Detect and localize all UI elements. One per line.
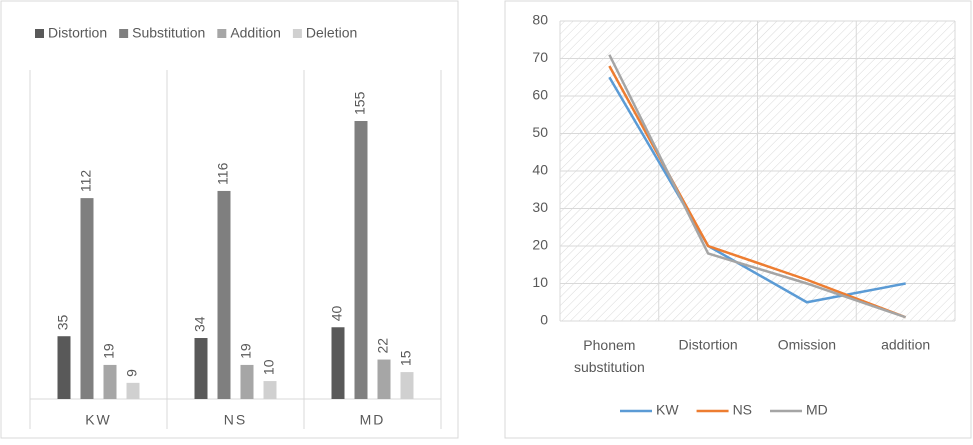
data-label: 9 [124,369,140,377]
data-label: 34 [192,316,208,332]
y-tick-label: 60 [532,87,548,103]
y-tick-label: 10 [532,274,548,290]
legend-label: Addition [230,25,281,41]
bar [377,359,391,399]
y-tick-label: 70 [532,49,548,65]
legend-label: MD [806,402,828,418]
bar [57,336,71,399]
bar [194,338,208,399]
data-label: 112 [78,170,94,193]
y-tick-label: 0 [540,312,548,328]
bar [126,382,140,399]
legend-swatch [119,29,129,38]
bar [263,381,277,399]
data-label: 40 [329,305,345,321]
line-series [608,54,907,319]
data-label: 155 [352,91,368,115]
x-tick-label: KW [85,412,112,428]
legend-label: KW [656,402,679,418]
bar [400,372,414,399]
bar [217,190,231,399]
x-tick-label: NS [224,412,247,428]
y-tick-label: 30 [532,199,548,215]
x-tick-label: Omission [778,337,836,353]
data-label: 19 [101,343,117,359]
y-tick-label: 50 [532,124,548,140]
legend-swatch [35,29,44,38]
bar [103,364,117,399]
bar [240,364,254,399]
data-label: 19 [238,343,254,359]
y-tick-label: 80 [532,12,548,28]
legend-label: Deletion [306,25,357,41]
data-label: 10 [261,359,277,375]
bar [354,121,368,399]
data-label: 116 [215,162,231,185]
legend-label: Substitution [132,25,205,41]
y-tick-label: 40 [532,162,548,178]
x-tick-label: Distortion [679,337,738,353]
x-tick-label: Phonem substitution [574,337,645,375]
legend-swatch [292,29,302,38]
y-tick-label: 20 [532,237,548,253]
legend-label: Distortion [48,25,107,41]
data-label: 15 [398,350,414,366]
bar [80,198,94,399]
x-tick-label: MD [360,412,386,428]
data-label: 35 [55,314,71,330]
legend-swatch [217,29,227,38]
legend-label: NS [733,402,752,418]
line-series [608,76,906,304]
x-tick-label: addition [881,337,930,353]
bar [331,327,345,399]
data-label: 22 [375,338,391,354]
